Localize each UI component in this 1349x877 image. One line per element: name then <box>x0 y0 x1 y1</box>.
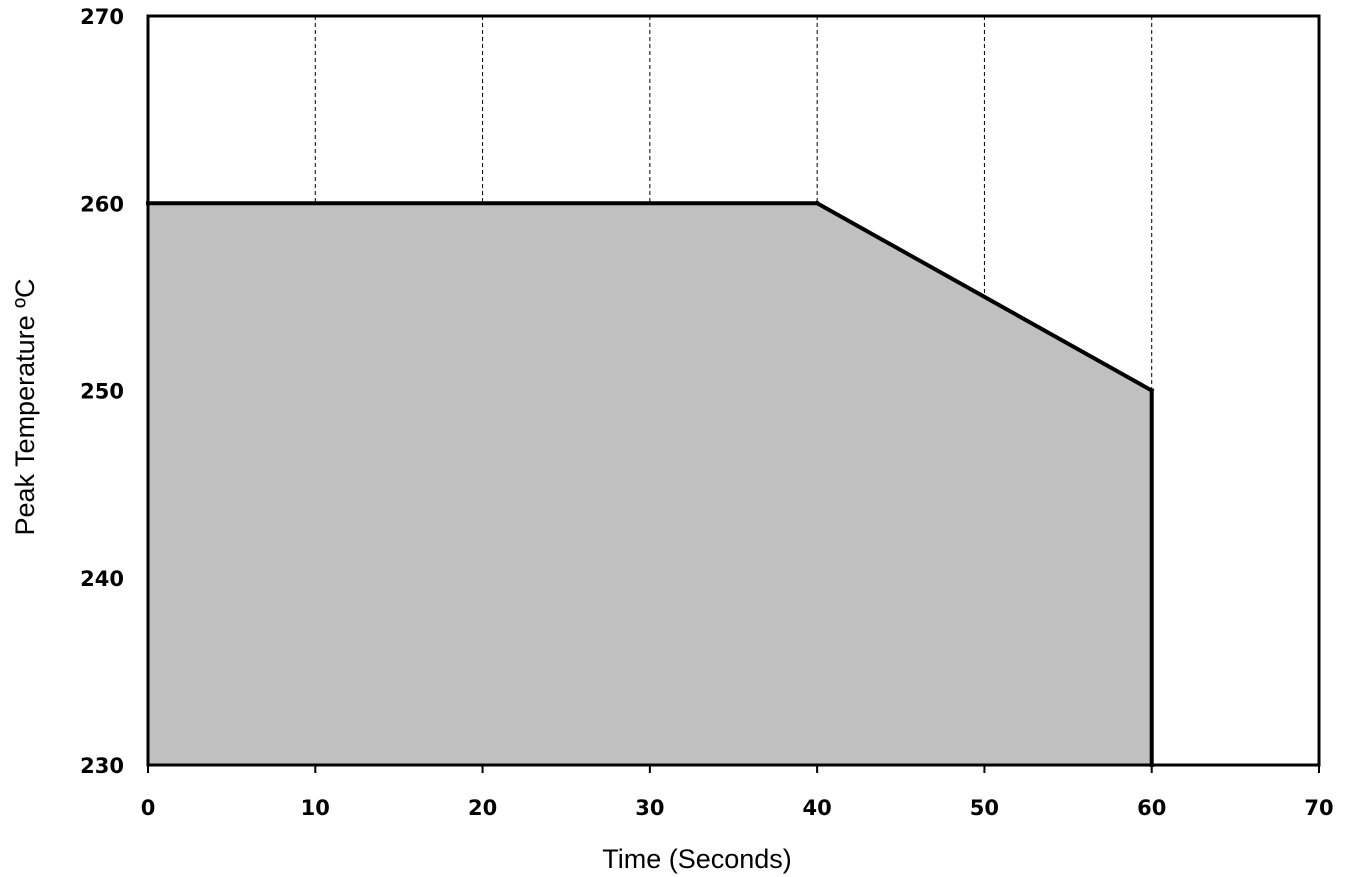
x-tick-label: 50 <box>970 796 999 820</box>
x-axis-title: Time (Seconds) <box>602 844 792 874</box>
x-tick-labels: 0 10 20 30 40 50 60 70 <box>141 796 1334 820</box>
x-tick-label: 70 <box>1304 796 1333 820</box>
x-tick-label: 40 <box>803 796 832 820</box>
x-tick-marks <box>147 765 1320 773</box>
series-line <box>146 200 1155 767</box>
y-axis-title: Peak Temperature ºC <box>10 279 40 536</box>
y-tick-label: 240 <box>80 567 124 591</box>
y-tick-label: 250 <box>80 380 124 404</box>
y-tick-label: 270 <box>80 5 124 29</box>
x-tick-label: 0 <box>141 796 156 820</box>
x-tick-label: 60 <box>1137 796 1166 820</box>
y-tick-label: 260 <box>80 192 124 216</box>
x-tick-label: 20 <box>468 796 497 820</box>
y-tick-label: 230 <box>80 754 124 778</box>
x-tick-label: 30 <box>635 796 664 820</box>
area-fill <box>148 203 1152 765</box>
plot-frame <box>146 14 1321 767</box>
series-segment <box>814 200 1155 394</box>
x-tick-label: 10 <box>301 796 330 820</box>
y-tick-labels: 230 240 250 260 270 <box>80 5 124 778</box>
